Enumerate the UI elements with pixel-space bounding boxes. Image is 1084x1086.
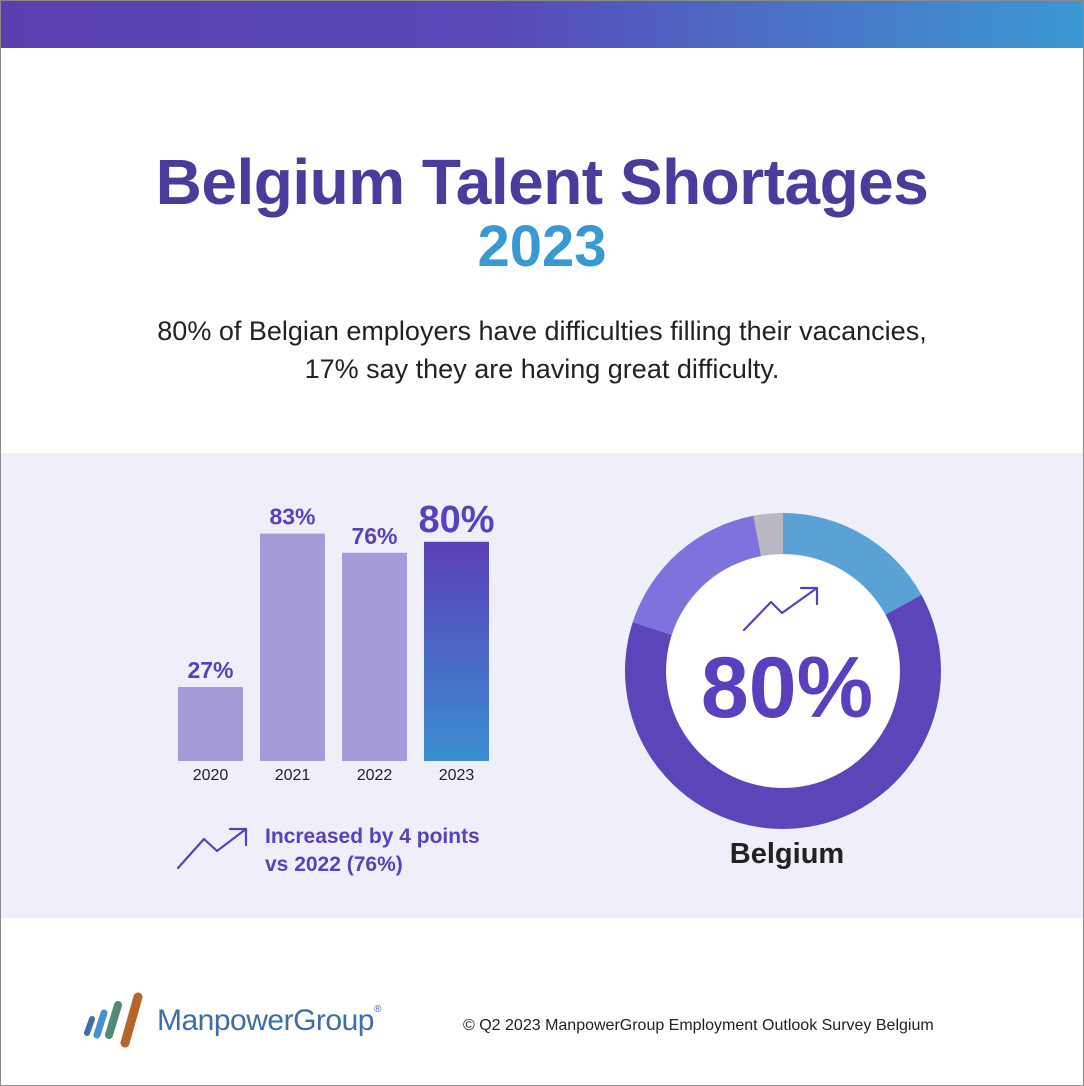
bar-2020 <box>178 687 243 761</box>
bar-category-label-2020: 2020 <box>193 767 229 784</box>
bar-value-label-2022: 76% <box>351 523 397 549</box>
manpowergroup-logo-icon <box>84 992 143 1048</box>
bar-value-label-2023: 80% <box>418 499 494 541</box>
bar-category-label-2021: 2021 <box>275 767 311 784</box>
top-gradient-bar <box>1 1 1083 48</box>
bar-category-label-2023: 2023 <box>439 767 475 784</box>
donut-slice-2 <box>632 515 762 635</box>
charts-canvas: 27% 2020 83% 2021 76% 2022 80% 2023 80% Belgium <box>176 499 941 870</box>
page-title-year: 2023 <box>477 214 607 279</box>
bar-2023 <box>424 541 489 761</box>
trend-annotation-line-2: vs 2022 (76%) <box>265 853 403 876</box>
donut-slice-0 <box>783 513 922 615</box>
bar-value-label-2021: 83% <box>269 504 315 530</box>
brand-name: ManpowerGroup® <box>157 1004 381 1037</box>
copyright-text: © Q2 2023 ManpowerGroup Employment Outlo… <box>463 1017 934 1034</box>
page-title: Belgium Talent Shortages <box>155 146 929 218</box>
bar-chart: 27% 2020 83% 2021 76% 2022 80% 2023 <box>176 499 495 870</box>
subtitle-line-1: 80% of Belgian employers have difficulti… <box>157 316 927 346</box>
trend-annotation-line-1: Increased by 4 points <box>265 825 480 848</box>
bar-2022 <box>342 552 407 761</box>
donut-center-value: 80% <box>701 640 873 736</box>
trend-up-icon <box>176 827 248 870</box>
trend-up-icon <box>742 586 819 632</box>
bar-category-label-2022: 2022 <box>357 767 393 784</box>
bar-value-label-2020: 27% <box>187 657 233 683</box>
bar-trend-annotation: Increased by 4 points vs 2022 (76%) <box>265 823 480 879</box>
donut-chart: 80% Belgium <box>625 513 941 870</box>
donut-slice-3 <box>753 513 783 557</box>
subtitle-line-2: 17% say they are having great difficulty… <box>304 354 780 384</box>
donut-slice-1 <box>625 594 941 829</box>
donut-hole <box>666 554 900 788</box>
bar-2021 <box>260 533 325 761</box>
donut-label: Belgium <box>730 838 844 870</box>
